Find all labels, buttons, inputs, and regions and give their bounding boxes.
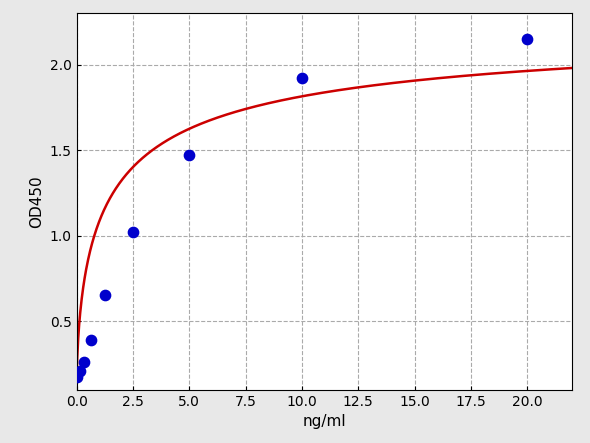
Point — [100, 291, 110, 299]
Point — [297, 75, 307, 82]
Point — [523, 35, 532, 43]
Point — [128, 229, 137, 236]
Point — [76, 368, 85, 375]
Point — [185, 152, 194, 159]
X-axis label: ng/ml: ng/ml — [303, 414, 346, 429]
Y-axis label: OD450: OD450 — [30, 175, 44, 228]
Point — [72, 373, 81, 381]
Point — [86, 337, 96, 344]
Point — [79, 358, 88, 365]
